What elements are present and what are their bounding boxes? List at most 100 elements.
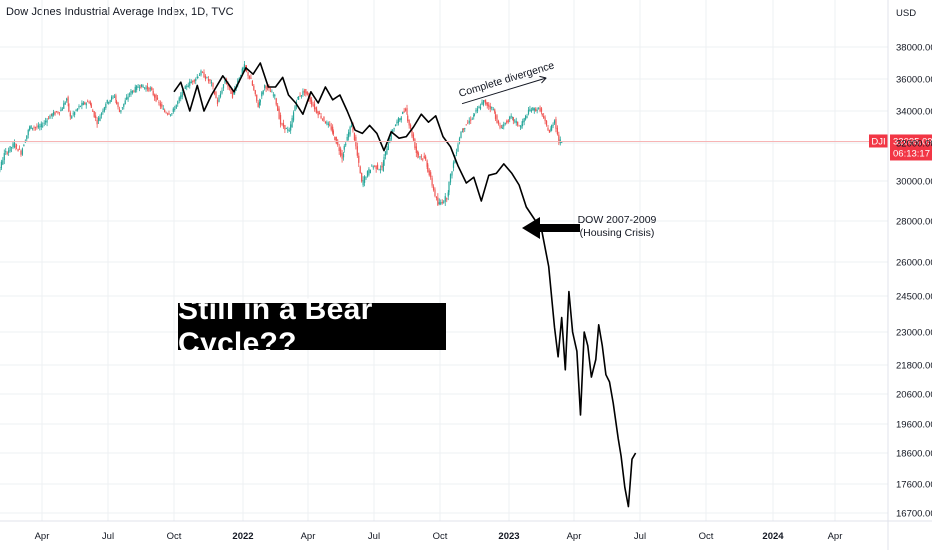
candle-body bbox=[92, 110, 94, 112]
candle-body bbox=[97, 117, 100, 121]
candle-body bbox=[412, 134, 415, 141]
candle-body bbox=[275, 98, 277, 105]
candle-body bbox=[423, 155, 425, 159]
candle-body bbox=[465, 124, 467, 126]
candle-body bbox=[343, 146, 345, 150]
candle-body bbox=[449, 174, 452, 183]
candle-body bbox=[294, 106, 296, 111]
candle-body bbox=[43, 122, 45, 124]
candle-body bbox=[140, 84, 142, 88]
candle-body bbox=[67, 96, 69, 103]
candle-body bbox=[523, 118, 525, 122]
crisis-sublabel: (Housing Crisis) bbox=[580, 227, 655, 239]
candle-body bbox=[515, 121, 517, 123]
candle-body bbox=[409, 124, 412, 129]
candle-body bbox=[108, 102, 110, 104]
candle-body bbox=[145, 87, 147, 90]
last-price-value: 32095.09 bbox=[893, 136, 932, 147]
candle-body bbox=[151, 87, 153, 91]
candle-body bbox=[330, 126, 332, 130]
candle-body bbox=[464, 128, 466, 130]
candle-body bbox=[544, 117, 546, 122]
candle-body bbox=[411, 130, 413, 137]
candle-body bbox=[332, 126, 334, 133]
candle-body bbox=[0, 161, 2, 169]
price-tick-label: 18600.00 bbox=[896, 449, 932, 460]
candle-body bbox=[6, 152, 8, 154]
candle-body bbox=[285, 128, 287, 129]
candle-body bbox=[264, 84, 266, 88]
candle-body bbox=[521, 124, 523, 129]
candle-body bbox=[262, 90, 264, 94]
candle-body bbox=[46, 119, 48, 123]
candle-body bbox=[362, 179, 364, 186]
candle-body bbox=[435, 196, 438, 198]
candle-body bbox=[148, 87, 150, 91]
candle-body bbox=[519, 126, 522, 128]
time-axis: Apr Jul Oct 2022 Apr Jul Oct 2023 Apr Jul Oct 2024 A… bbox=[0, 520, 932, 542]
candle-body bbox=[207, 78, 210, 81]
candle-body bbox=[313, 103, 316, 110]
candle-body bbox=[287, 129, 289, 131]
price-tick-label: 20600.00 bbox=[896, 390, 932, 401]
candle-body bbox=[224, 80, 226, 83]
candle-body bbox=[171, 113, 173, 115]
candle-body bbox=[95, 115, 97, 119]
candle-body bbox=[482, 100, 485, 105]
candle-body bbox=[504, 122, 506, 125]
chart-title: Dow Jones Industrial Average Index, 1D, … bbox=[6, 6, 234, 18]
candle-body bbox=[526, 116, 528, 118]
divergence-annotation: Complete divergence bbox=[457, 59, 556, 105]
candle-body bbox=[261, 92, 263, 97]
candle-body bbox=[213, 90, 216, 95]
candle-body bbox=[386, 149, 388, 155]
candle-body bbox=[136, 85, 138, 90]
candle-body bbox=[389, 139, 391, 143]
candle-body bbox=[292, 112, 295, 121]
candle-body bbox=[319, 112, 321, 115]
price-tick-label: 16700.00 bbox=[896, 509, 932, 520]
candle-body bbox=[316, 109, 318, 113]
candle-body bbox=[488, 104, 490, 107]
candle-body bbox=[494, 109, 496, 113]
time-tick-label: Oct bbox=[433, 531, 448, 542]
candle-body bbox=[253, 85, 255, 91]
candle-body bbox=[327, 123, 329, 126]
candle-body bbox=[16, 144, 18, 146]
candle-body bbox=[161, 104, 163, 107]
candle-body bbox=[271, 91, 273, 93]
candle-body bbox=[297, 97, 299, 99]
candle-body bbox=[245, 65, 247, 69]
candle-body bbox=[392, 130, 394, 133]
candle-body bbox=[17, 149, 19, 152]
candle-body bbox=[451, 171, 453, 176]
candle-body bbox=[2, 160, 4, 165]
candle-body bbox=[299, 95, 301, 97]
candle-body bbox=[312, 104, 314, 106]
candle-body bbox=[543, 116, 545, 118]
candle-body bbox=[402, 111, 404, 115]
candle-body bbox=[68, 103, 70, 112]
candle-body bbox=[419, 156, 421, 158]
candle-body bbox=[112, 96, 114, 98]
candle-body bbox=[184, 86, 186, 89]
candle-body bbox=[414, 139, 416, 149]
candle-body bbox=[309, 97, 311, 102]
candle-body bbox=[221, 90, 223, 94]
price-tick-label: 24500.00 bbox=[896, 292, 932, 303]
candle-body bbox=[290, 124, 292, 131]
candle-body bbox=[33, 127, 35, 129]
candle-body bbox=[8, 150, 10, 153]
candle-body bbox=[298, 96, 300, 100]
candle-body bbox=[256, 94, 258, 101]
candle-body bbox=[137, 86, 139, 88]
candle-body bbox=[321, 118, 324, 120]
candle-body bbox=[390, 131, 392, 140]
candle-body bbox=[547, 127, 549, 131]
candle-body bbox=[473, 115, 475, 117]
candle-body bbox=[403, 111, 405, 113]
candle-body bbox=[341, 152, 343, 159]
candle-body bbox=[168, 113, 170, 115]
candle-body bbox=[460, 131, 462, 139]
